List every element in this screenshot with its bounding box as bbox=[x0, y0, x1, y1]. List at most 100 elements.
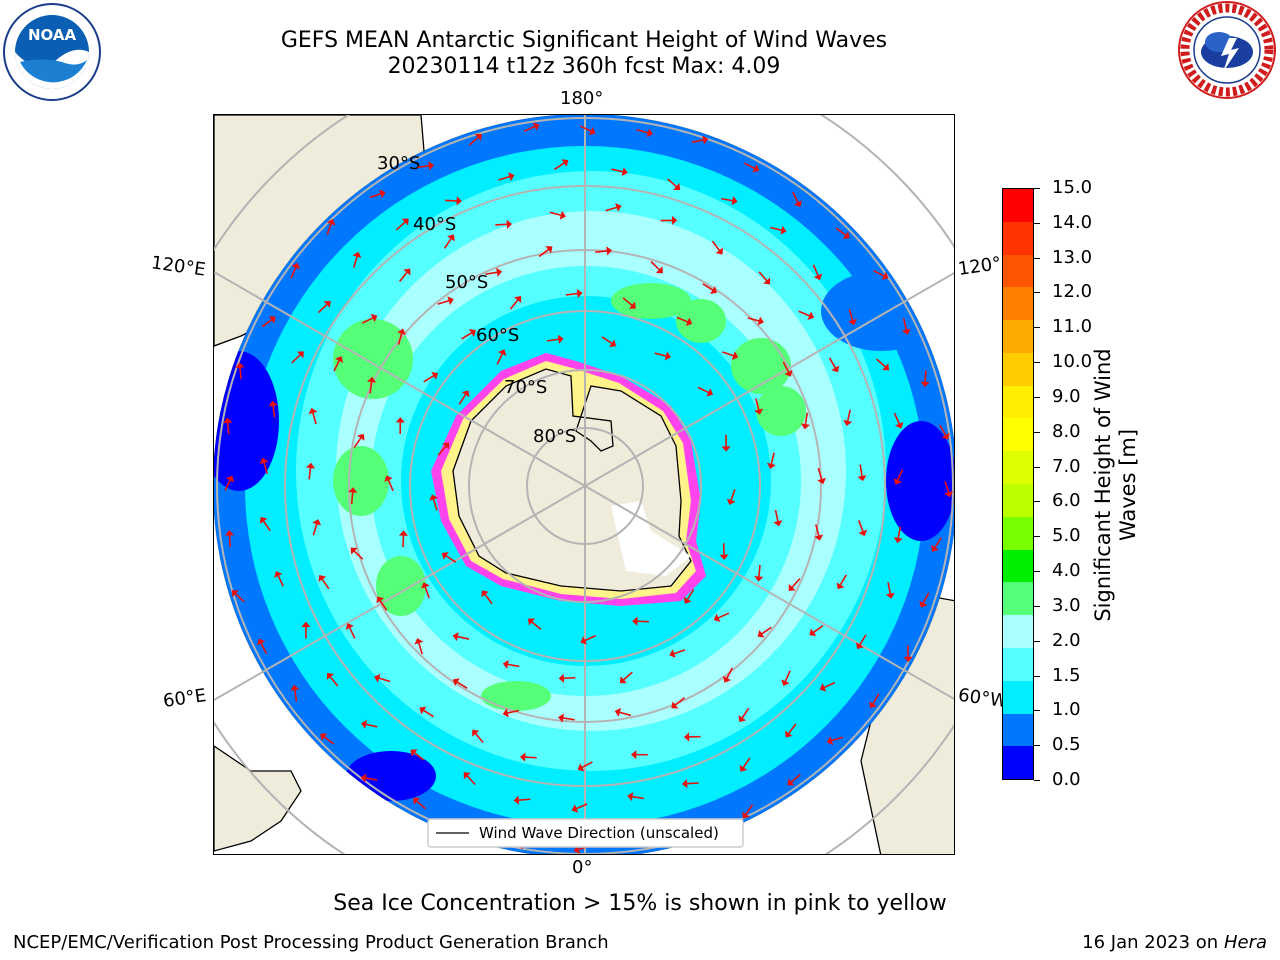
colorbar-cell bbox=[1003, 254, 1033, 288]
wind-arrow-head bbox=[374, 673, 381, 683]
colorbar-tick-label: 0.5 bbox=[1052, 734, 1081, 756]
wind-arrow-shaft bbox=[902, 318, 908, 331]
wind-arrow-head bbox=[456, 196, 462, 206]
legend-label: Wind Wave Direction (unscaled) bbox=[479, 824, 719, 842]
wind-arrow-shaft bbox=[720, 197, 734, 202]
wind-arrow-shaft bbox=[595, 250, 608, 254]
wind-arrow-head bbox=[235, 362, 245, 369]
lon-label-120e: 120°E bbox=[149, 252, 207, 281]
wind-arrow-head bbox=[763, 277, 771, 285]
wind-arrow-head bbox=[360, 773, 367, 783]
colorbar-cell bbox=[1003, 549, 1033, 583]
wind-arrow-head bbox=[941, 432, 950, 440]
wind-arrow-head bbox=[290, 684, 300, 691]
wind-arrow-shaft bbox=[835, 227, 847, 237]
wind-arrow-head bbox=[496, 267, 503, 277]
wind-arrow-shaft bbox=[790, 773, 801, 783]
wind-arrow-shaft bbox=[432, 498, 438, 511]
wind-arrow-head bbox=[715, 247, 724, 255]
wind-arrow-shaft bbox=[872, 693, 880, 705]
wind-arrow-shaft bbox=[601, 336, 613, 345]
lat-label-30s: 30°S bbox=[377, 153, 420, 174]
wind-arrow-shaft bbox=[399, 271, 408, 282]
wind-arrow-shaft bbox=[730, 488, 736, 501]
wind-arrow-shaft bbox=[457, 635, 470, 640]
wind-arrow-shaft bbox=[562, 717, 575, 721]
wind-arrow-head bbox=[447, 296, 454, 306]
wind-arrow-shaft bbox=[523, 125, 536, 132]
wind-arrow-shaft bbox=[293, 689, 298, 702]
colorbar-tick-mark bbox=[1034, 188, 1040, 189]
wind-arrow-head bbox=[742, 811, 750, 819]
wind-arrow-head bbox=[819, 683, 827, 692]
wind-arrow-shaft bbox=[397, 332, 403, 345]
wind-arrow-shaft bbox=[424, 586, 430, 599]
wind-arrow-shaft bbox=[369, 381, 373, 394]
wind-arrow-head bbox=[519, 752, 526, 762]
colorbar-tick-mark bbox=[1034, 571, 1040, 573]
lon-label-60e: 60°E bbox=[161, 685, 208, 712]
wind-arrow-head bbox=[903, 656, 913, 663]
wind-arrow-shaft bbox=[791, 578, 801, 589]
wind-arrow-shaft bbox=[417, 642, 424, 655]
wind-arrow-shaft bbox=[437, 299, 450, 305]
wind-arrow-head bbox=[225, 475, 235, 483]
wind-arrow-head bbox=[481, 590, 489, 598]
wind-arrow-head bbox=[403, 268, 411, 276]
wind-arrow-shaft bbox=[402, 535, 405, 548]
colorbar-cell bbox=[1003, 287, 1033, 321]
wind-arrow-head bbox=[731, 351, 739, 361]
wind-arrow-shaft bbox=[743, 162, 756, 170]
wind-arrow-shaft bbox=[538, 248, 550, 258]
wind-arrow-head bbox=[627, 792, 634, 802]
wind-arrow-shaft bbox=[272, 405, 276, 418]
colorbar-cell bbox=[1003, 320, 1033, 353]
wind-arrow-head bbox=[357, 433, 365, 441]
wind-arrow-shaft bbox=[484, 593, 493, 605]
wind-arrow-head bbox=[301, 621, 311, 628]
wind-arrow-shaft bbox=[507, 709, 520, 714]
wind-arrow-head bbox=[558, 673, 565, 683]
wind-arrow-head bbox=[397, 328, 407, 335]
wind-arrow-head bbox=[259, 457, 269, 465]
wind-arrow-shaft bbox=[839, 574, 847, 586]
colorbar-cell bbox=[1003, 516, 1033, 550]
wind-arrow-head bbox=[323, 300, 331, 308]
wind-arrow-head bbox=[787, 778, 795, 786]
wind-arrow-shaft bbox=[312, 412, 317, 425]
wind-arrow-head bbox=[706, 388, 714, 397]
chart-title: GEFS MEAN Antarctic Significant Height o… bbox=[280, 28, 888, 53]
wind-arrow-shaft bbox=[524, 756, 537, 759]
wind-arrow-head bbox=[836, 582, 845, 590]
wind-arrow-head bbox=[671, 701, 679, 709]
wind-arrow-shaft bbox=[498, 175, 511, 181]
wind-arrow-head bbox=[557, 334, 564, 344]
wind-arrow-shaft bbox=[741, 707, 750, 719]
wind-arrow-head bbox=[545, 245, 553, 254]
wind-arrow-head bbox=[257, 638, 266, 646]
wind-arrow-shaft bbox=[291, 354, 302, 364]
wind-arrow-shaft bbox=[674, 697, 685, 706]
wind-arrow-head bbox=[398, 530, 409, 536]
wind-arrow-head bbox=[326, 218, 336, 226]
colorbar bbox=[1002, 188, 1034, 780]
wind-arrow-head bbox=[628, 301, 636, 309]
wind-arrow-head bbox=[702, 135, 709, 145]
wind-arrow-head bbox=[414, 638, 424, 645]
wind-arrow-shaft bbox=[348, 627, 356, 639]
wind-arrow-shaft bbox=[584, 634, 596, 642]
lon-label-120w: 120° bbox=[956, 253, 1003, 280]
wind-arrow-shaft bbox=[745, 804, 754, 815]
wind-arrow-head bbox=[559, 210, 566, 220]
colorbar-cell bbox=[1003, 615, 1033, 648]
colorbar-tick-label: 8.0 bbox=[1052, 420, 1081, 442]
colorbar-tick-label: 3.0 bbox=[1052, 594, 1081, 616]
wind-arrow-head bbox=[370, 313, 378, 323]
wind-arrow-shaft bbox=[323, 736, 335, 745]
wind-arrow-shaft bbox=[944, 481, 950, 494]
wind-arrow-head bbox=[817, 477, 827, 485]
wind-arrow-head bbox=[848, 318, 857, 326]
wind-arrow-head bbox=[352, 251, 362, 259]
colorbar-tick-mark bbox=[1034, 222, 1040, 224]
wind-arrow-head bbox=[766, 462, 776, 469]
